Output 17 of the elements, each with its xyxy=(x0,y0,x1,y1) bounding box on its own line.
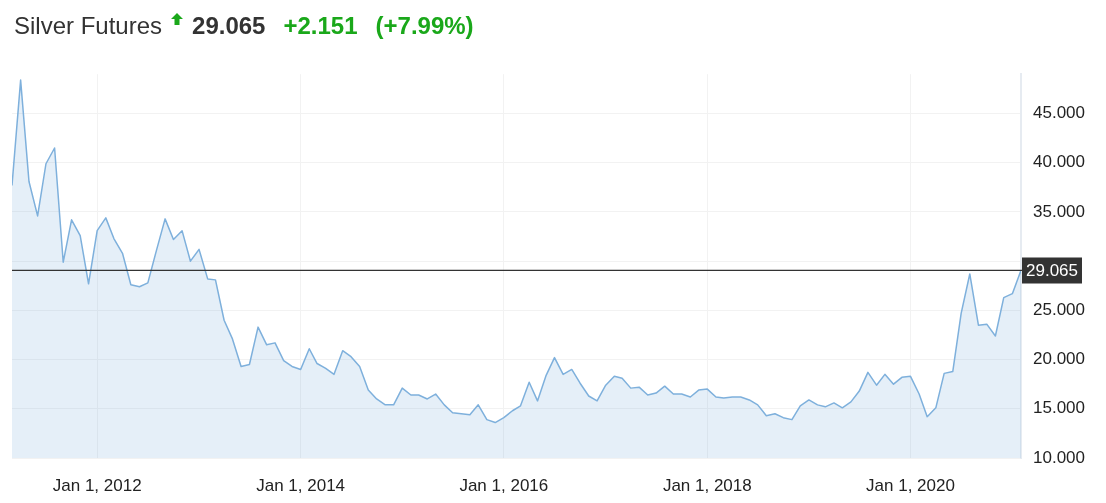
y-tick-label: 20.000 xyxy=(1033,349,1085,369)
text: +2.151 xyxy=(283,12,358,40)
x-tick-label: Jan 1, 2020 xyxy=(866,475,955,495)
x-tick-label: Jan 1, 2012 xyxy=(52,475,142,495)
y-tick-label: 25.000 xyxy=(1033,300,1085,320)
text: (+7.99%) xyxy=(375,12,474,40)
ref-line-label: 29.065 xyxy=(1026,261,1078,281)
y-tick-label: 15.000 xyxy=(1033,398,1085,418)
y-tick-label: 10.000 xyxy=(1033,447,1085,467)
text: 29.065 xyxy=(192,12,266,40)
x-tick-label: Jan 1, 2014 xyxy=(256,475,346,495)
y-tick-label: 45.000 xyxy=(1033,103,1085,123)
y-tick-label: 40.000 xyxy=(1033,152,1085,172)
x-tick-label: Jan 1, 2018 xyxy=(662,475,752,495)
x-tick-label: Jan 1, 2016 xyxy=(459,475,549,495)
y-tick-label: 35.000 xyxy=(1033,201,1085,221)
chart-title: Silver Futures xyxy=(14,12,163,40)
